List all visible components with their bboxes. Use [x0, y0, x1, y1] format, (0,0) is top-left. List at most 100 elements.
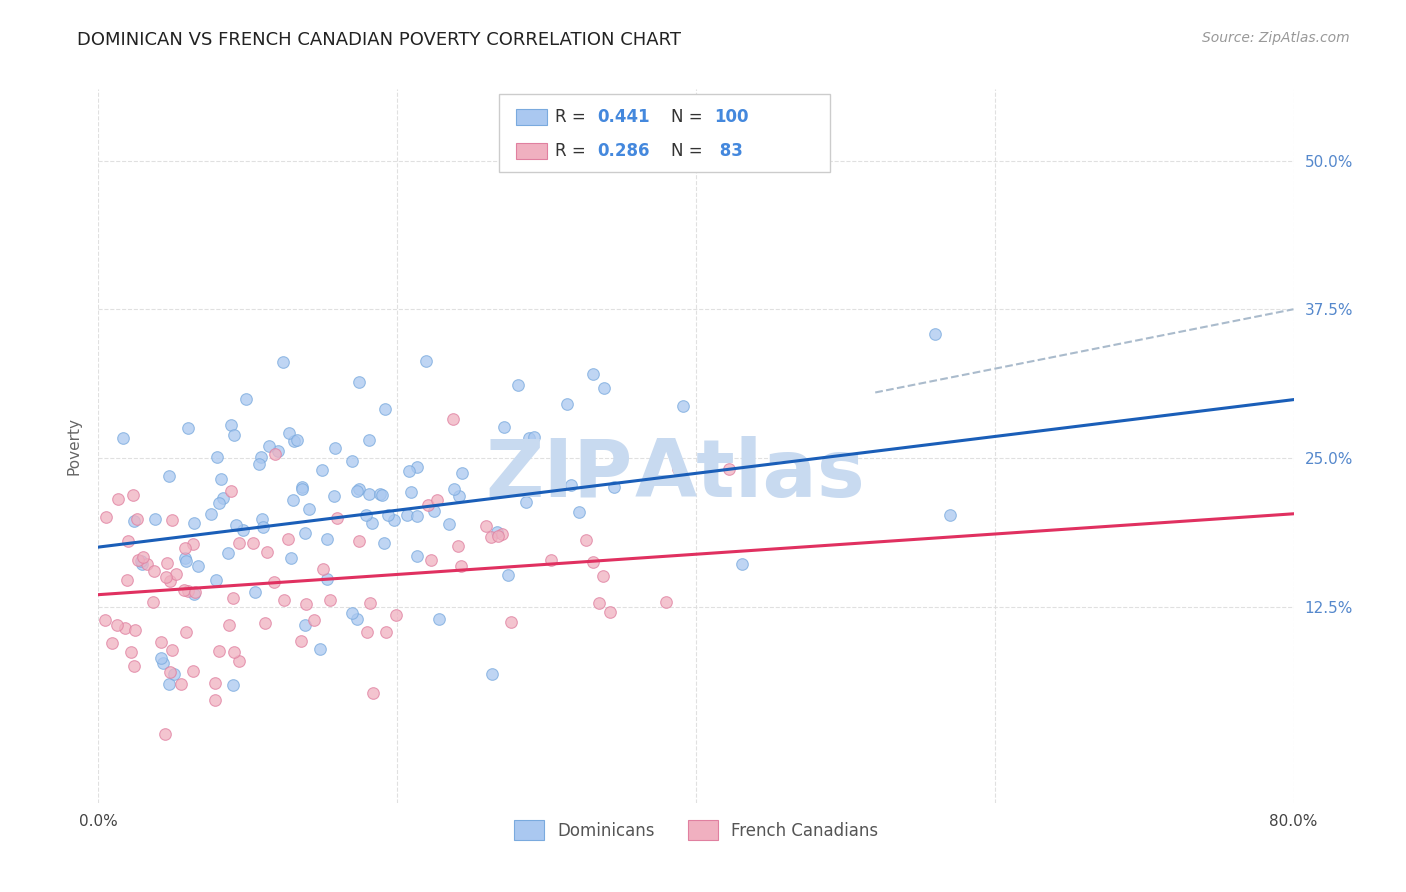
Point: [523, 429, 546, 443]
Point: [245, 585, 267, 599]
Point: [211, 491, 233, 505]
Point: [312, 561, 335, 575]
Point: [155, 570, 177, 584]
Point: [135, 557, 157, 571]
Point: [326, 511, 349, 525]
Point: [479, 530, 502, 544]
Point: [315, 572, 337, 586]
Point: [94, 613, 117, 627]
Text: DOMINICAN VS FRENCH CANADIAN POVERTY CORRELATION CHART: DOMINICAN VS FRENCH CANADIAN POVERTY COR…: [77, 31, 682, 49]
Point: [370, 487, 392, 501]
Point: [208, 496, 231, 510]
Text: 0.441: 0.441: [598, 108, 650, 126]
Point: [290, 633, 312, 648]
Point: [150, 635, 173, 649]
Point: [222, 428, 245, 442]
Point: [247, 457, 270, 471]
Point: [157, 677, 180, 691]
Point: [101, 636, 124, 650]
Point: [575, 533, 598, 548]
Point: [124, 659, 146, 673]
Point: [377, 508, 399, 523]
Text: R =: R =: [555, 142, 592, 160]
Legend: Dominicans, French Canadians: Dominicans, French Canadians: [505, 812, 887, 848]
Point: [294, 525, 316, 540]
Point: [382, 513, 405, 527]
Point: [395, 508, 418, 523]
Point: [443, 482, 465, 496]
Text: R =: R =: [555, 108, 592, 126]
Point: [285, 434, 308, 448]
Point: [374, 401, 396, 416]
Point: [127, 552, 149, 566]
Point: [491, 527, 513, 541]
Point: [187, 558, 209, 573]
Point: [208, 644, 231, 658]
Point: [257, 439, 280, 453]
Point: [568, 505, 591, 519]
Point: [439, 516, 461, 531]
Point: [322, 489, 344, 503]
Point: [418, 499, 440, 513]
Point: [117, 533, 139, 548]
Point: [143, 512, 166, 526]
Point: [540, 553, 562, 567]
Point: [222, 678, 245, 692]
Point: [481, 666, 503, 681]
Point: [273, 593, 295, 607]
Point: [359, 596, 381, 610]
Point: [311, 462, 333, 476]
Point: [278, 425, 301, 440]
Text: N =: N =: [671, 142, 707, 160]
Point: [426, 493, 449, 508]
Point: [717, 462, 740, 476]
Point: [298, 502, 321, 516]
Point: [283, 434, 305, 448]
Point: [294, 597, 316, 611]
Point: [406, 549, 429, 564]
Point: [671, 399, 693, 413]
Point: [599, 605, 621, 619]
Point: [159, 574, 181, 589]
Point: [494, 419, 516, 434]
Point: [346, 483, 368, 498]
Point: [291, 483, 314, 497]
Point: [235, 392, 257, 407]
Point: [173, 582, 195, 597]
Point: [204, 693, 226, 707]
Point: [592, 569, 614, 583]
Point: [731, 558, 754, 572]
Point: [222, 591, 245, 606]
Y-axis label: Poverty: Poverty: [66, 417, 82, 475]
Point: [209, 472, 232, 486]
Point: [205, 573, 228, 587]
Point: [204, 676, 226, 690]
Point: [302, 613, 325, 627]
Point: [560, 478, 582, 492]
Point: [423, 504, 446, 518]
Point: [228, 536, 250, 550]
Point: [360, 516, 382, 531]
Point: [253, 616, 276, 631]
Point: [340, 454, 363, 468]
Point: [183, 584, 205, 599]
Point: [107, 492, 129, 507]
Point: [129, 554, 152, 568]
Point: [371, 488, 394, 502]
Point: [131, 557, 153, 571]
Point: [357, 487, 380, 501]
Point: [165, 566, 187, 581]
Point: [496, 568, 519, 582]
Point: [280, 551, 302, 566]
Point: [385, 608, 408, 623]
Point: [399, 485, 422, 500]
Point: [323, 441, 346, 455]
Point: [176, 583, 198, 598]
Point: [112, 431, 135, 445]
Point: [160, 513, 183, 527]
Point: [174, 551, 197, 566]
Point: [582, 367, 605, 381]
Point: [250, 512, 273, 526]
Point: [242, 536, 264, 550]
Point: [347, 482, 370, 496]
